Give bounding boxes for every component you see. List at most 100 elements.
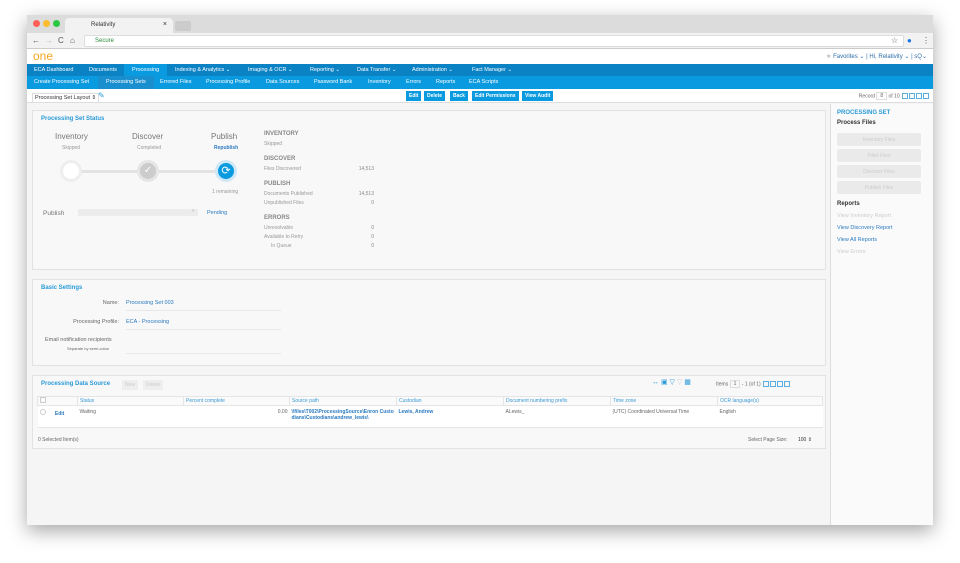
bookmark-star-icon[interactable]: ☆: [891, 36, 899, 45]
cell-source-path[interactable]: \\files\T002\ProcessingSource\Enron Cust…: [289, 405, 397, 428]
view-discovery-report-link[interactable]: View Discovery Report: [837, 225, 893, 231]
subnav-processing-profile[interactable]: Processing Profile: [206, 79, 251, 85]
summary-value: 14,513: [358, 191, 374, 197]
subnav-eca-scripts[interactable]: ECA Scripts: [469, 79, 499, 85]
nav-indexing[interactable]: Indexing & Analytics ⌄: [175, 67, 231, 73]
select-all-checkbox[interactable]: [40, 397, 46, 403]
expand-icon[interactable]: ↔: [652, 379, 659, 386]
new-button[interactable]: New: [122, 380, 139, 390]
home-icon[interactable]: ⌂: [70, 36, 75, 45]
nav-reporting[interactable]: Reporting ⌄: [310, 67, 340, 73]
publish-republish-icon[interactable]: ⟳: [215, 160, 237, 182]
first-page-button[interactable]: [763, 381, 770, 387]
edit-permissions-button[interactable]: Edit Permissions: [472, 91, 519, 101]
subnav-inventory[interactable]: Inventory: [368, 79, 391, 85]
prev-page-button[interactable]: [770, 381, 777, 387]
page-size-select[interactable]: 100 ⇕: [798, 437, 812, 443]
new-tab-button[interactable]: [175, 21, 191, 31]
extension-icon[interactable]: ●: [907, 36, 912, 45]
next-record-button[interactable]: [916, 93, 922, 99]
nav-eca-dashboard[interactable]: ECA Dashboard: [34, 67, 74, 73]
row-edit-link[interactable]: Edit: [54, 411, 65, 417]
edit-layout-pencil-icon[interactable]: ✎: [98, 91, 105, 100]
summary-label: Available to Retry: [264, 234, 304, 240]
nav-documents[interactable]: Documents: [89, 67, 117, 73]
col-ocr[interactable]: OCR language(s): [717, 396, 823, 406]
filter-files-button[interactable]: Filter Files: [837, 149, 921, 162]
discover-files-button[interactable]: Discover Files: [837, 165, 921, 178]
view-audit-button[interactable]: View Audit: [522, 91, 554, 101]
last-page-button[interactable]: [784, 381, 791, 387]
col-source-path[interactable]: Source path: [289, 396, 397, 406]
row-checkbox[interactable]: [39, 409, 46, 415]
col-timezone[interactable]: Time zone: [610, 396, 718, 406]
nav-processing[interactable]: Processing: [124, 64, 168, 76]
summary-value: 0: [371, 225, 374, 231]
page-size-label: Select Page Size:: [748, 437, 788, 443]
menu-icon[interactable]: ⋮: [922, 36, 930, 45]
nav-imaging[interactable]: Imaging & OCR ⌄: [248, 67, 293, 73]
first-record-button[interactable]: [902, 93, 908, 99]
last-record-button[interactable]: [923, 93, 929, 99]
side-title: PROCESSING SET: [837, 110, 891, 116]
clear-filter-icon[interactable]: ▽: [676, 379, 683, 386]
favorites-menu[interactable]: Favorites ⌄: [833, 54, 865, 60]
profile-link[interactable]: ECA - Processing: [126, 319, 281, 330]
col-prefix[interactable]: Document numbering prefix: [503, 396, 611, 406]
minimize-window-icon[interactable]: [43, 20, 50, 27]
inventory-files-button[interactable]: Inventory Files: [837, 133, 921, 146]
nav-data-transfer[interactable]: Data Transfer ⌄: [357, 67, 397, 73]
publish-progress-label: Publish: [43, 210, 65, 217]
back-icon[interactable]: ←: [32, 36, 40, 45]
step-publish-name: Publish: [211, 132, 238, 141]
col-percent[interactable]: Percent complete: [183, 396, 290, 406]
forward-icon[interactable]: →: [45, 36, 53, 45]
process-files-heading: Process Files: [837, 120, 876, 126]
summary-label: In Queue: [271, 243, 292, 249]
inventory-skipped-icon: [60, 160, 82, 182]
email-hint: Separate by semi-colon: [67, 346, 110, 351]
publish-files-button[interactable]: Publish Files: [837, 181, 921, 194]
summary-value: 0: [371, 234, 374, 240]
export-excel-icon[interactable]: ▣: [660, 379, 668, 386]
items-input[interactable]: 1: [729, 380, 741, 389]
subnav-password-bank[interactable]: Password Bank: [314, 79, 353, 85]
record-input[interactable]: 8: [876, 92, 888, 101]
subnav-data-sources[interactable]: Data Sources: [266, 79, 300, 85]
prev-record-button[interactable]: [909, 93, 915, 99]
subnav-errored-files[interactable]: Errored Files: [160, 79, 192, 85]
delete-datasource-button[interactable]: Delete: [143, 380, 164, 390]
subnav-reports[interactable]: Reports: [436, 79, 456, 85]
step-inventory-state: Skipped: [62, 145, 81, 151]
back-button[interactable]: Back: [450, 91, 468, 101]
subnav-processing-sets[interactable]: Processing Sets: [98, 76, 154, 89]
filter-icon[interactable]: ▽: [669, 379, 675, 386]
user-menu[interactable]: | Hi, Relativity ⌄: [866, 54, 910, 60]
subnav-errors[interactable]: Errors: [406, 79, 421, 85]
url-field[interactable]: Secure: [84, 35, 904, 47]
grid-icon[interactable]: ▦: [684, 379, 691, 386]
col-status[interactable]: Status: [77, 396, 184, 406]
record-total: of 10: [888, 93, 900, 100]
republish-link[interactable]: Republish: [214, 145, 239, 151]
search-menu[interactable]: | sQ⌄: [911, 54, 927, 60]
col-custodian[interactable]: Custodian: [396, 396, 504, 406]
close-tab-icon[interactable]: ×: [162, 21, 167, 28]
side-panel: PROCESSING SET Process Files Inventory F…: [830, 104, 933, 525]
edit-button[interactable]: Edit: [406, 91, 422, 101]
reload-icon[interactable]: C: [58, 36, 64, 45]
next-page-button[interactable]: [777, 381, 784, 387]
subnav-create-processing-set[interactable]: Create Processing Set: [34, 79, 90, 85]
nav-fact-manager[interactable]: Fact Manager ⌄: [472, 67, 513, 73]
browser-tab[interactable]: Relativity ×: [65, 18, 173, 33]
view-errors-link[interactable]: View Errors: [837, 249, 866, 255]
nav-administration[interactable]: Administration ⌄: [412, 67, 453, 73]
maximize-window-icon[interactable]: [53, 20, 60, 27]
delete-button[interactable]: Delete: [424, 91, 446, 101]
data-source-title: Processing Data Source: [41, 381, 111, 387]
close-window-icon[interactable]: [33, 20, 40, 27]
layout-select[interactable]: Processing Set Layout ⇕: [32, 93, 100, 103]
view-inventory-report-link[interactable]: View Inventory Report: [837, 213, 892, 219]
view-all-reports-link[interactable]: View All Reports: [837, 237, 877, 243]
cell-custodian[interactable]: Lewis, Andrew: [396, 405, 504, 428]
